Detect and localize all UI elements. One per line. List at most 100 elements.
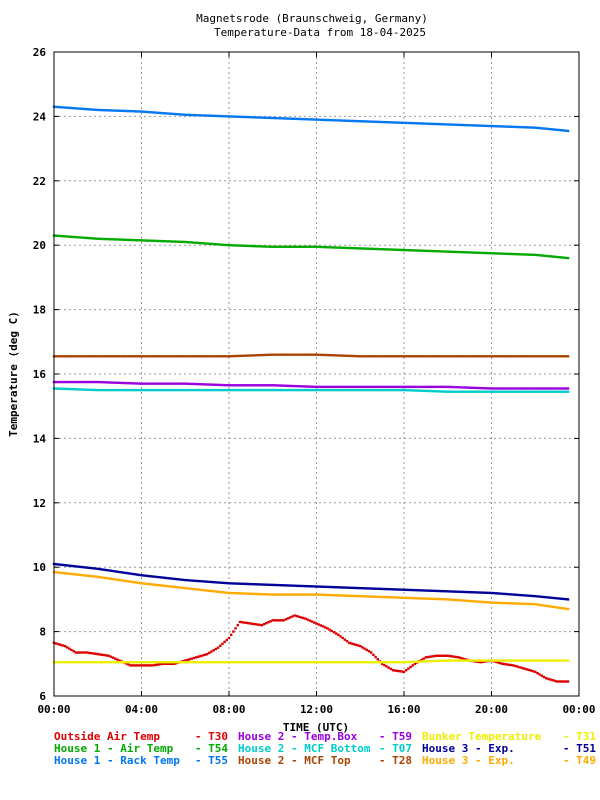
data-point [262,583,266,586]
data-point [433,597,436,601]
data-point [332,385,336,389]
y-tick-label: 22 [33,175,46,188]
data-point [219,388,222,392]
data-point [564,355,568,358]
data-point [536,595,539,598]
data-point [531,355,535,358]
data-point [481,355,484,358]
data-point [192,382,196,386]
data-point [481,124,484,127]
data-point [492,601,495,604]
data-point [221,581,224,585]
data-point [57,355,60,358]
data-point [203,388,207,392]
data-point [334,594,338,597]
data-point [170,662,174,665]
data-point [65,235,69,238]
data-point [474,355,478,358]
legend-entry-code: - T31 [563,730,596,743]
data-point [339,660,342,664]
data-point [120,238,124,241]
data-point [68,660,71,664]
data-point [326,585,329,589]
data-point [413,660,417,663]
data-point [278,583,281,587]
data-point [558,128,561,132]
data-point [94,567,97,570]
data-point [153,660,156,664]
data-point [485,601,489,604]
data-point [57,563,60,566]
data-point [85,236,89,240]
data-point [190,657,194,660]
data-point [337,388,340,392]
data-point [122,238,126,241]
data-point [114,657,117,660]
data-point [267,116,270,120]
data-point [258,660,261,664]
data-point [555,597,559,600]
data-point [216,243,220,246]
data-point [321,625,325,628]
data-point [278,388,281,392]
data-point [310,118,314,121]
data-point [319,385,323,389]
data-point [221,355,224,358]
data-point [343,385,347,389]
data-point [457,590,460,593]
data-point [444,654,447,657]
data-point [223,581,226,585]
data-point [291,593,294,596]
data-point [289,616,292,619]
data-point [437,589,441,593]
data-point [334,385,338,389]
data-point [367,660,371,664]
data-point [297,593,301,596]
data-point [324,118,327,122]
data-point [328,388,331,392]
data-point [146,664,150,667]
data-point [72,355,75,358]
data-point [243,244,246,247]
data-point [254,622,257,626]
data-point [437,385,441,389]
data-point [256,623,259,626]
data-point [129,388,132,392]
data-point [236,623,239,627]
data-point [302,616,305,620]
data-point [188,587,191,590]
data-point [210,114,213,117]
data-point [256,245,259,248]
data-point [398,588,401,591]
data-point [313,660,316,664]
data-point [151,575,154,578]
data-point [490,252,493,255]
data-point [356,388,360,392]
data-point [472,659,476,662]
data-point [240,592,244,595]
data-point [507,663,511,666]
data-point [57,234,60,238]
data-point [229,660,233,664]
data-point [348,119,351,123]
data-point [54,563,58,566]
data-point [341,594,344,597]
data-point [229,591,233,595]
data-point [544,604,548,608]
data-point [415,389,419,392]
data-point [302,388,305,392]
data-point [83,355,86,358]
data-point [558,387,561,390]
data-point [398,388,401,392]
data-point [448,659,452,662]
data-point [153,388,156,392]
data-point [553,128,557,131]
data-point [116,658,119,661]
data-point [319,353,323,357]
data-point [380,248,384,251]
data-point [529,594,533,598]
data-point [472,600,476,603]
data-point [271,619,274,622]
data-point [146,388,150,392]
data-point [61,644,64,647]
